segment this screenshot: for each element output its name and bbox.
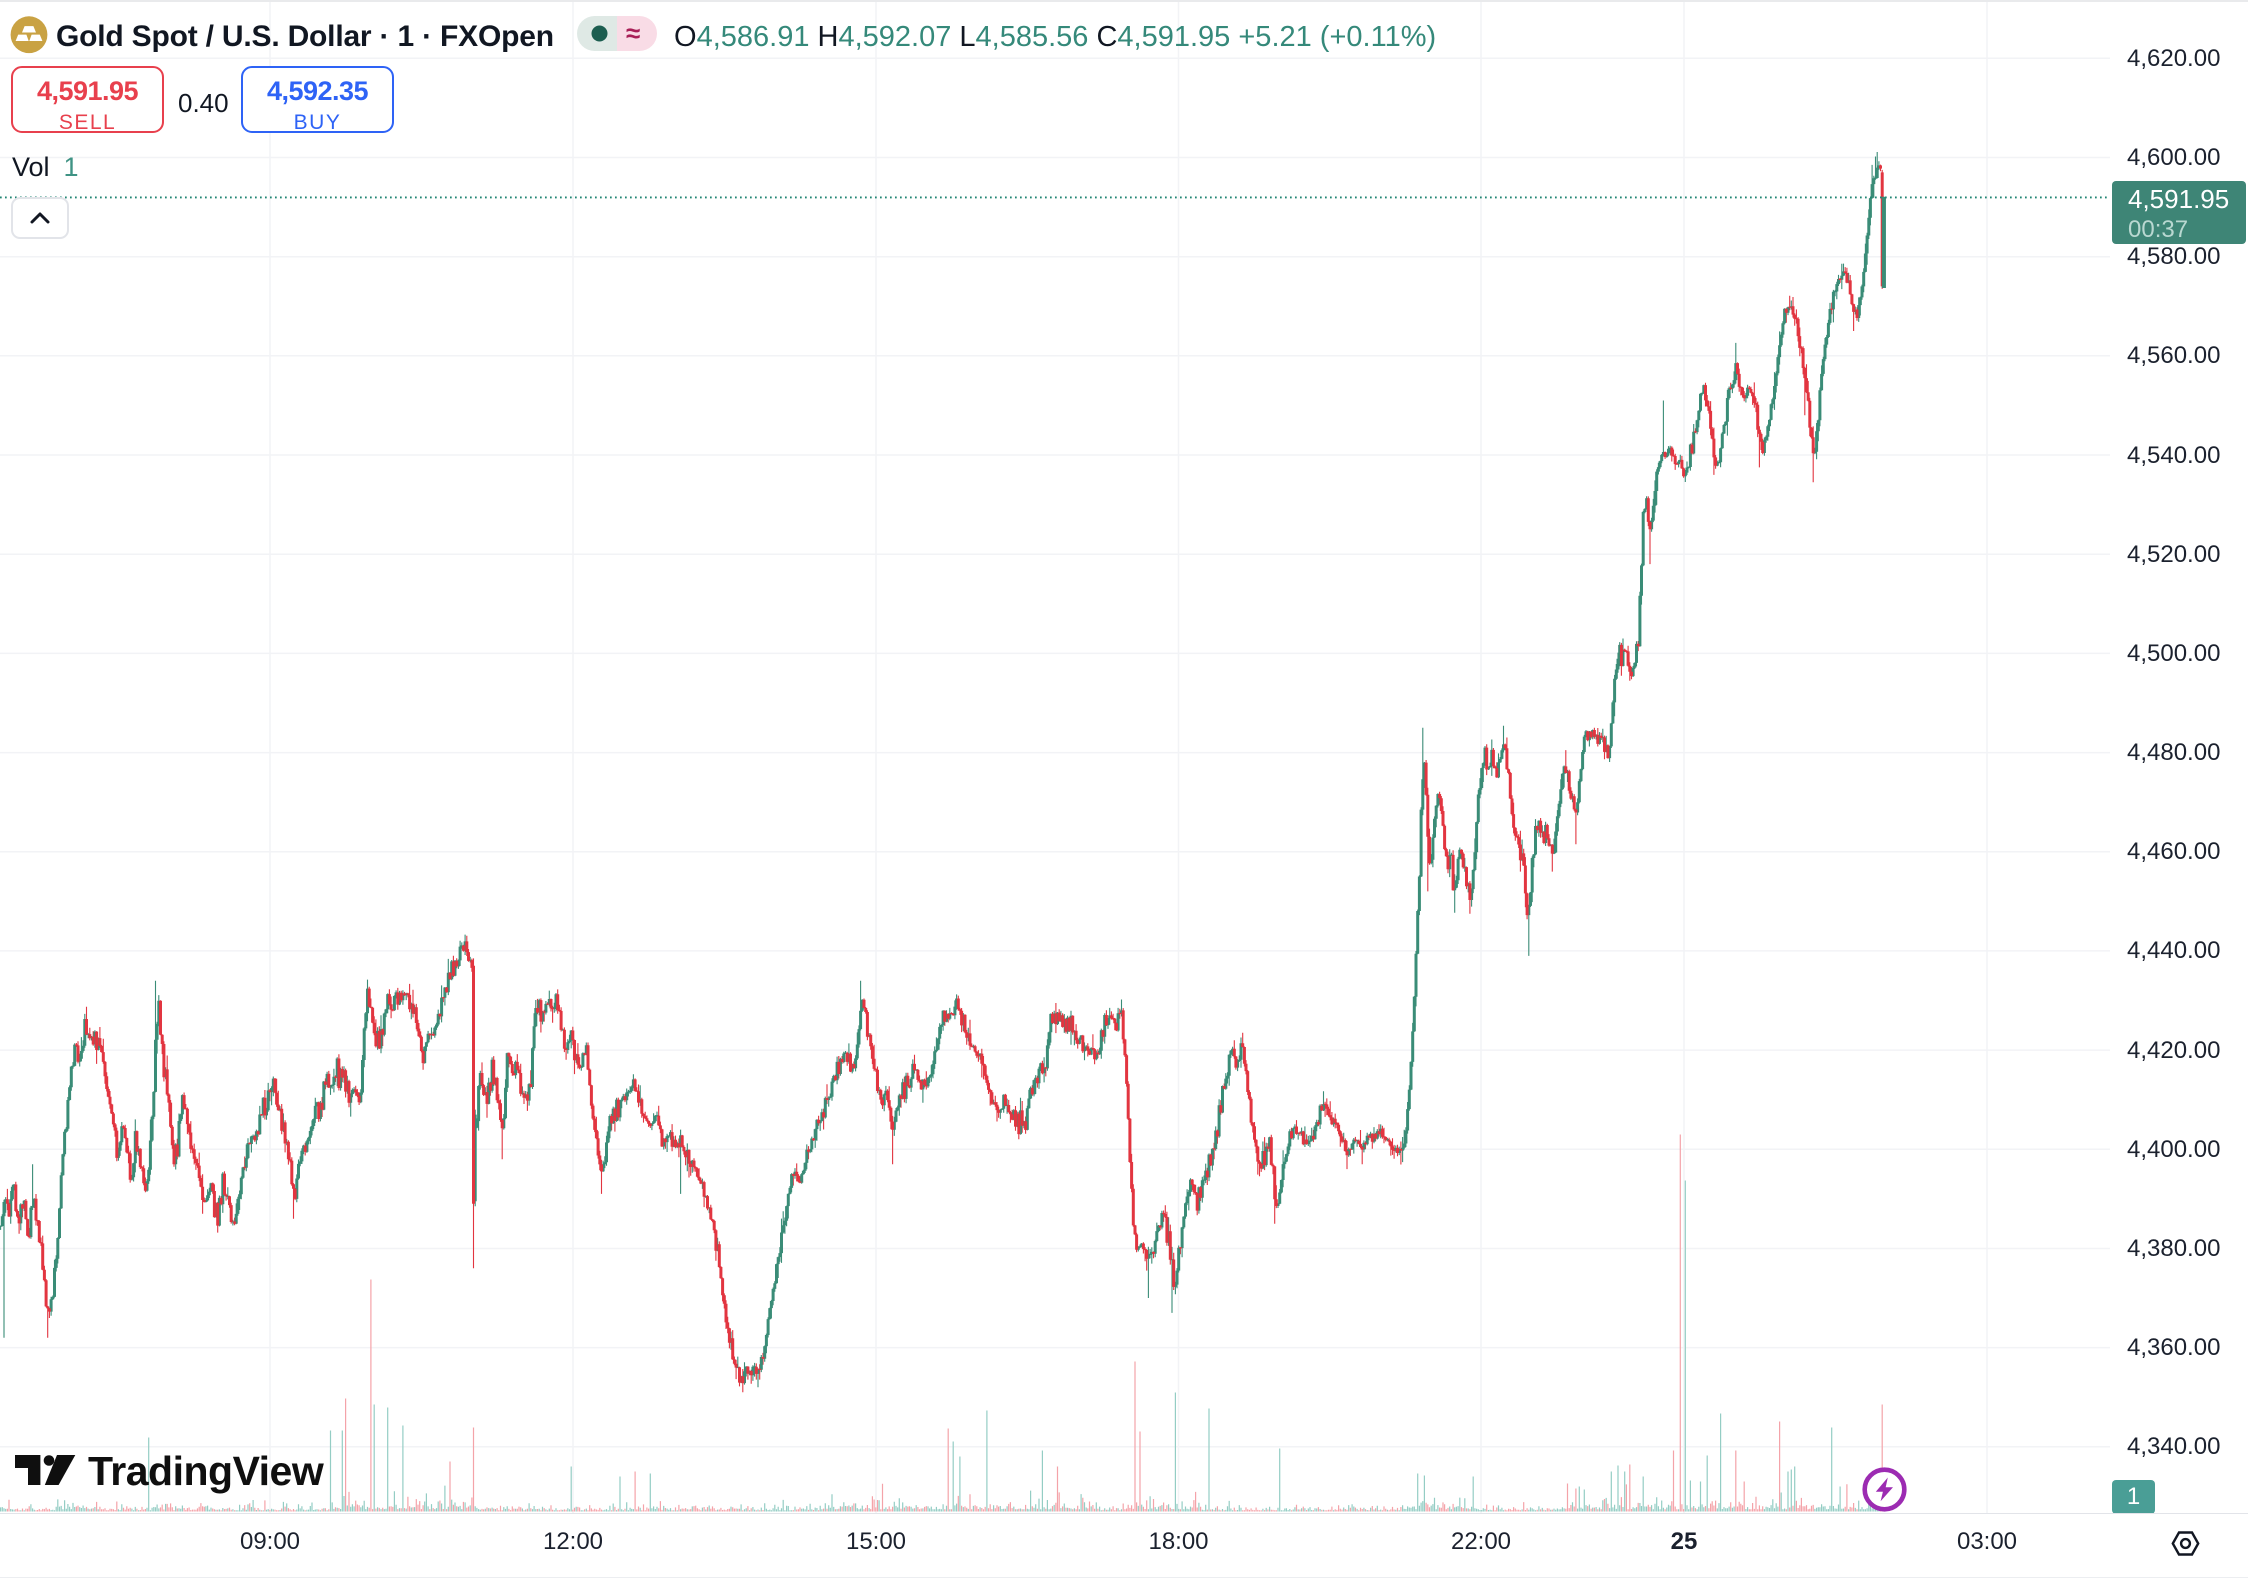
svg-text:≈: ≈ xyxy=(626,18,640,48)
